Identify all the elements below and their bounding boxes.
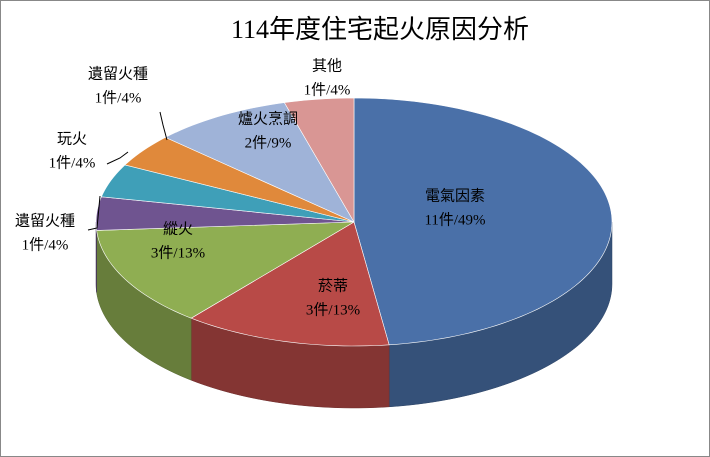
leader-line [106,151,129,165]
slice-label: 爐火烹調 [238,109,298,127]
leader-line [87,195,101,231]
slice [96,221,355,319]
slice-label: 菸蒂 [318,277,348,294]
slice-value-label: 3件/13% [306,301,360,318]
slice [100,164,355,223]
slice-label: 其他 [312,57,342,74]
slice-value-label: 1件/4% [304,81,351,98]
slice [190,221,390,347]
slice-value-label: 2件/9% [245,134,292,151]
slice-label: 遺留火種 [88,65,148,82]
leader-line [159,111,168,141]
slice-label: 玩火 [57,131,87,147]
slice-label: 電氣因素 [425,187,485,204]
slice-label: 遺留火種 [15,212,75,229]
slice-value-label: 3件/13% [151,244,205,261]
slice-value-label: 1件/4% [95,89,142,106]
slice [164,102,355,223]
chart-title: 114年度住宅起火原因分析 [231,15,529,44]
slice [353,97,613,346]
slice-value-label: 1件/4% [22,236,69,253]
slice-value-label: 1件/4% [49,154,96,171]
slice-side [95,221,97,293]
slice [283,97,355,224]
slice-label: 縱火 [163,220,193,237]
slice [124,137,355,223]
slice-value-label: 11件/49% [424,211,485,228]
